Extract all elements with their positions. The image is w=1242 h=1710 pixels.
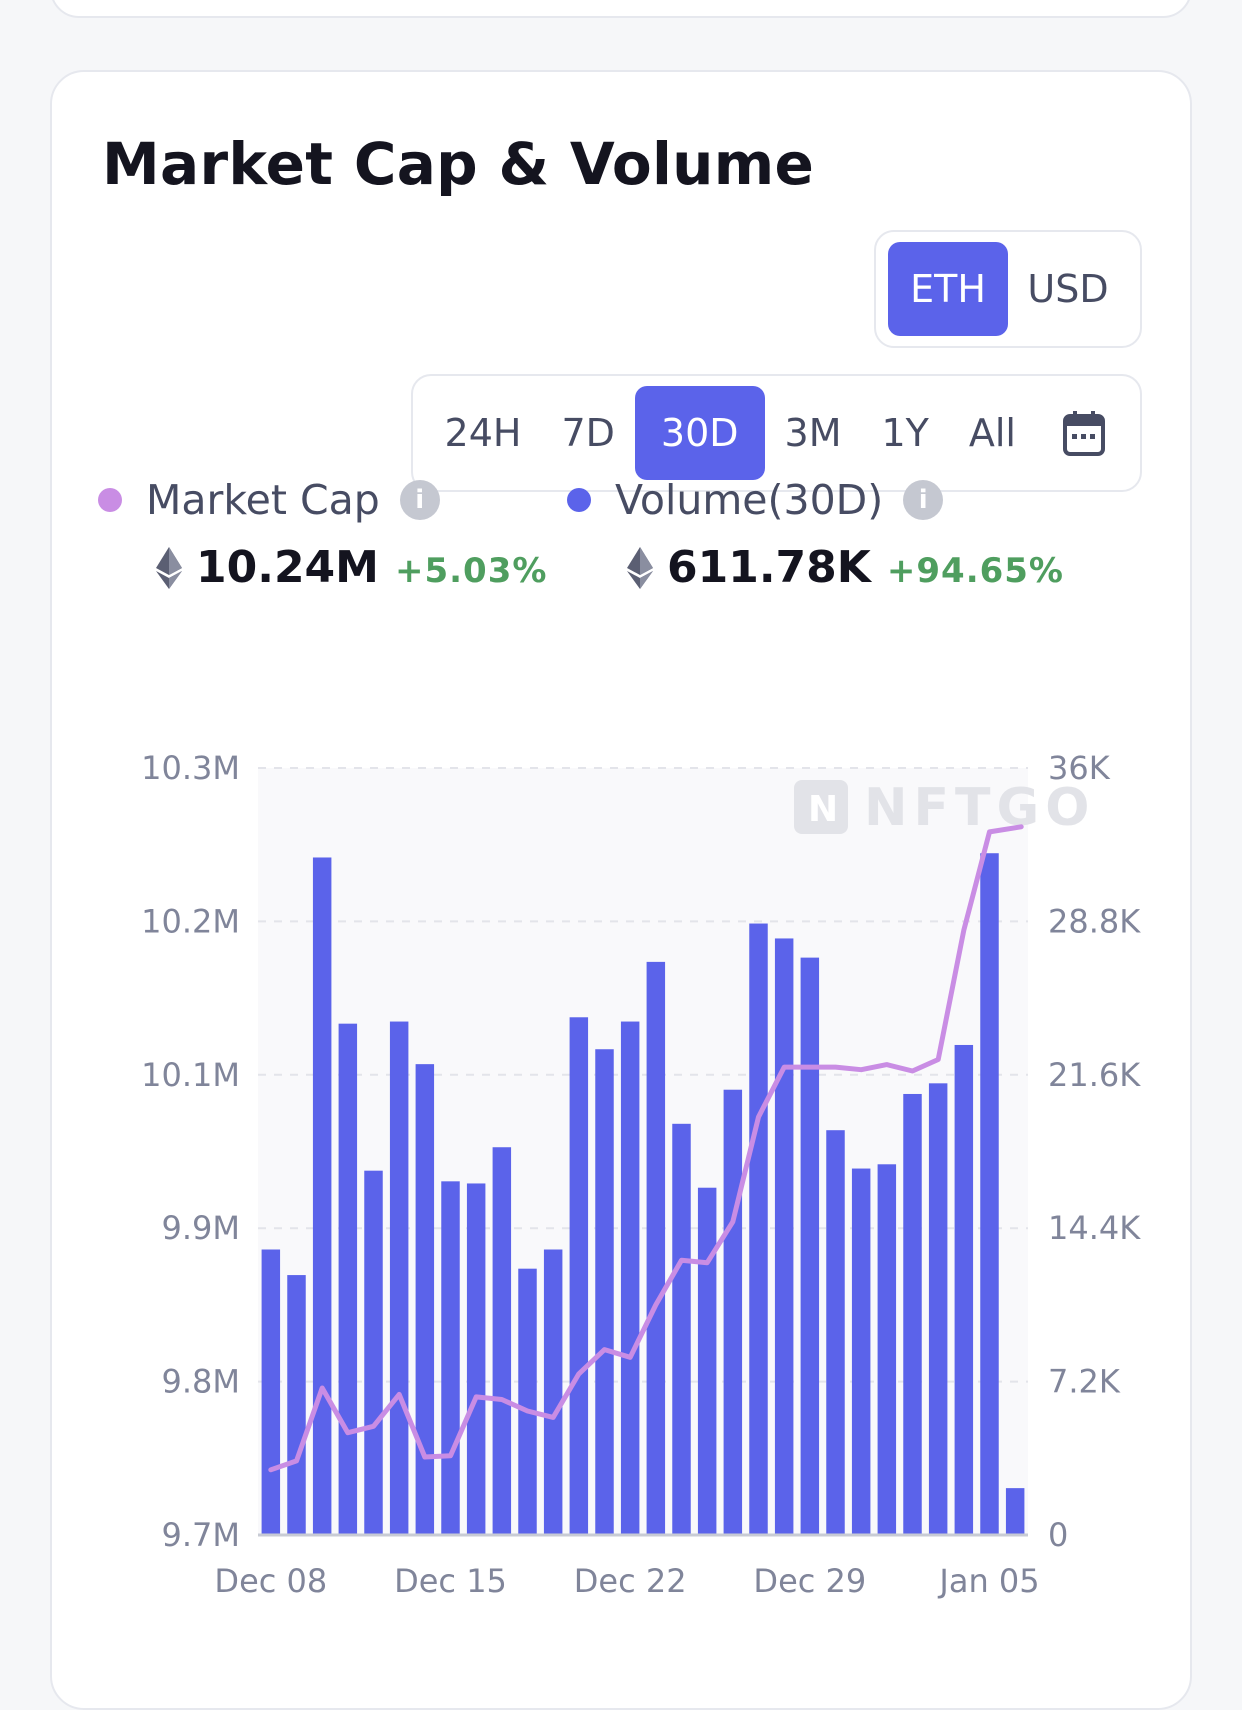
volume-bar[interactable] — [338, 1023, 358, 1535]
volume-bar[interactable] — [697, 1187, 717, 1535]
volume-bar[interactable] — [1005, 1488, 1025, 1535]
volume-legend-dot — [567, 488, 591, 512]
svg-text:N: N — [808, 789, 838, 830]
y-left-tick-label: 10.2M — [141, 902, 240, 940]
range-30d-button[interactable]: 30D — [634, 386, 765, 480]
volume-bar[interactable] — [312, 857, 332, 1535]
y-right-tick-label: 21.6K — [1048, 1056, 1141, 1094]
volume-bar[interactable] — [569, 1017, 589, 1535]
volume-bar[interactable] — [287, 1275, 306, 1535]
range-7d-button[interactable]: 7D — [561, 411, 615, 455]
market-cap-volume-chart: N NFTGO 9.7M 0 9.8M 7.2K 9.9M 14.4K 10.1M 21.6K… — [141, 749, 1141, 1600]
market-cap-legend-dot — [98, 488, 122, 512]
volume-bar[interactable] — [826, 1130, 845, 1535]
market-cap-label: Market Cap — [146, 476, 380, 524]
info-icon[interactable]: i — [903, 480, 944, 520]
volume-bar[interactable] — [672, 1123, 691, 1535]
currency-eth-button[interactable]: ETH — [888, 242, 1008, 336]
volume-bar[interactable] — [543, 1249, 563, 1535]
x-tick-label: Jan 05 — [937, 1562, 1039, 1600]
nftgo-watermark: N NFTGO — [794, 778, 1095, 838]
x-tick-label: Dec 08 — [214, 1562, 327, 1600]
currency-usd-button[interactable]: USD — [1027, 267, 1109, 311]
card-title: Market Cap & Volume — [102, 130, 815, 198]
market-cap-value: 10.24M — [196, 542, 379, 593]
nftgo-logo-icon — [794, 780, 848, 834]
currency-toggle: ETH USD — [874, 230, 1142, 348]
watermark-text: NFTGO — [864, 778, 1095, 838]
volume-bar[interactable] — [466, 1183, 486, 1535]
y-right-tick-label: 36K — [1048, 749, 1111, 787]
calendar-icon[interactable] — [1058, 407, 1110, 459]
time-range-toggle: 24H 7D 30D 3M 1Y All — [410, 374, 1142, 492]
volume-bar[interactable] — [774, 938, 794, 1535]
market-cap-metric: Market Cap i 10.24M +5.03% — [98, 472, 547, 593]
volume-bar[interactable] — [800, 957, 820, 1535]
volume-bar[interactable] — [415, 1064, 435, 1535]
eth-icon — [156, 546, 182, 589]
y-left-tick-label: 9.8M — [162, 1363, 241, 1401]
y-left-tick-label: 9.7M — [162, 1516, 241, 1554]
volume-bar[interactable] — [518, 1268, 537, 1535]
eth-icon — [627, 546, 653, 589]
range-1y-button[interactable]: 1Y — [881, 411, 929, 455]
x-tick-label: Dec 22 — [574, 1562, 687, 1600]
volume-bar[interactable] — [928, 1083, 948, 1535]
volume-bar[interactable] — [646, 961, 666, 1535]
y-right-tick-label: 0 — [1048, 1516, 1068, 1554]
volume-label: Volume(30D) — [615, 476, 884, 524]
range-all-button[interactable]: All — [968, 411, 1016, 455]
volume-value: 611.78K — [667, 542, 871, 593]
volume-bar[interactable] — [620, 1021, 640, 1535]
info-icon[interactable]: i — [399, 480, 440, 520]
volume-bar[interactable] — [595, 1049, 614, 1535]
y-left-tick-label: 10.1M — [141, 1056, 240, 1094]
volume-bar[interactable] — [903, 1093, 922, 1535]
volume-bar[interactable] — [851, 1168, 871, 1535]
volume-bar[interactable] — [441, 1181, 460, 1535]
volume-bar[interactable] — [980, 853, 999, 1535]
volume-bar[interactable] — [364, 1170, 383, 1535]
volume-bar[interactable] — [723, 1089, 743, 1535]
volume-bar[interactable] — [877, 1164, 897, 1535]
volume-bar[interactable] — [389, 1021, 409, 1535]
market-cap-line — [268, 824, 1024, 1473]
x-tick-label: Dec 15 — [394, 1562, 507, 1600]
volume-bar[interactable] — [954, 1044, 974, 1535]
y-right-tick-label: 28.8K — [1048, 902, 1141, 940]
volume-bar[interactable] — [749, 923, 768, 1535]
market-cap-change: +5.03% — [394, 551, 548, 591]
y-right-tick-label: 14.4K — [1048, 1209, 1141, 1247]
range-24h-button[interactable]: 24H — [444, 411, 522, 455]
y-right-tick-label: 7.2K — [1048, 1363, 1121, 1401]
x-tick-label: Dec 29 — [753, 1562, 866, 1600]
y-left-tick-label: 10.3M — [141, 749, 240, 787]
y-left-tick-label: 9.9M — [162, 1209, 241, 1247]
volume-bar[interactable] — [492, 1147, 512, 1535]
range-3m-button[interactable]: 3M — [784, 411, 842, 455]
volume-change: +94.65% — [886, 551, 1064, 591]
volume-bar[interactable] — [261, 1249, 281, 1535]
volume-metric: Volume(30D) i 611.78K +94.65% — [567, 472, 1064, 593]
